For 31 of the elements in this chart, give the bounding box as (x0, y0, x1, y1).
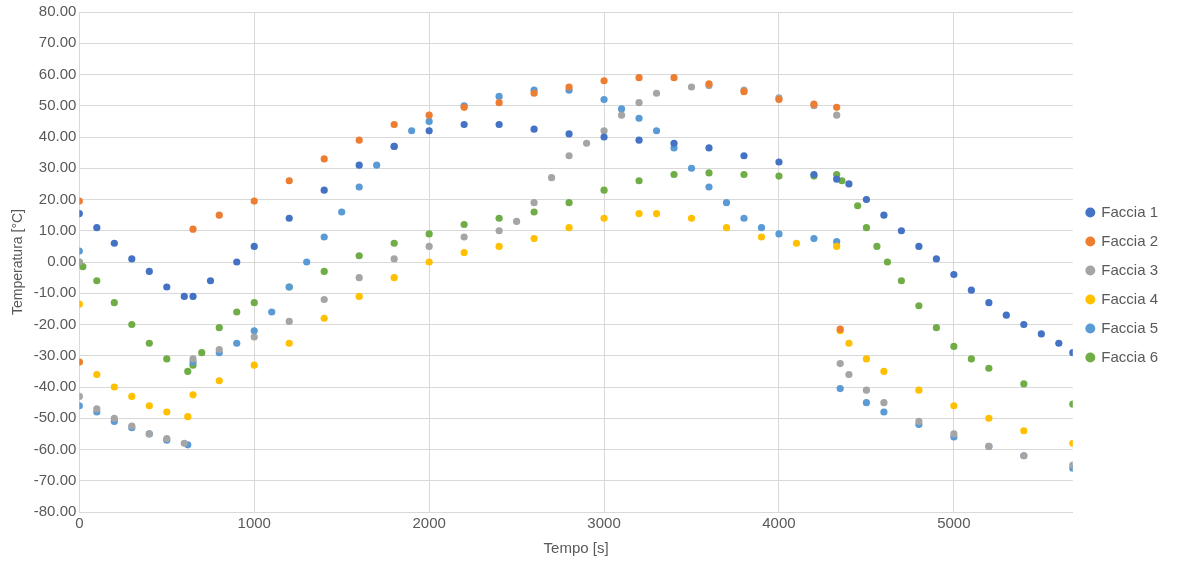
x-tick-label: 4000 (762, 514, 796, 532)
legend-label: Faccia 2 (1101, 231, 1159, 249)
y-axis-title: Temperatura [°C] (9, 209, 26, 315)
y-tick-label: -70.00 (33, 470, 77, 488)
legend-label: Faccia 3 (1101, 260, 1159, 278)
y-tick-label: 80.00 (38, 2, 77, 20)
y-tick-label: -20.00 (33, 314, 77, 332)
y-tick-label: 20.00 (38, 189, 77, 207)
x-axis-title: Tempo [s] (543, 539, 609, 557)
y-tick-label: -60.00 (33, 439, 77, 457)
y-tick-label: 0.00 (47, 252, 77, 270)
x-tick-label: 3000 (587, 514, 621, 532)
y-tick-label: 60.00 (38, 64, 77, 82)
legend-label: Faccia 6 (1101, 347, 1159, 365)
legend-label: Faccia 5 (1101, 318, 1159, 336)
y-tick-label: 10.00 (38, 220, 77, 238)
y-tick-label: -40.00 (33, 377, 77, 395)
y-tick-label: 50.00 (38, 95, 77, 113)
y-tick-label: -80.00 (33, 502, 77, 520)
y-tick-label: -50.00 (33, 408, 77, 426)
x-tick-label: 1000 (237, 514, 271, 532)
legend-label: Faccia 1 (1101, 202, 1159, 220)
y-tick-label: -10.00 (33, 283, 77, 301)
y-tick-label: 70.00 (38, 33, 77, 51)
x-tick-label: 2000 (412, 514, 446, 532)
y-tick-label: -30.00 (33, 345, 77, 363)
y-tick-label: 30.00 (38, 158, 77, 176)
legend-label: Faccia 4 (1101, 289, 1159, 307)
y-tick-label: 40.00 (38, 127, 77, 145)
x-tick-label: 5000 (937, 514, 971, 532)
x-tick-label: 0 (75, 514, 84, 532)
